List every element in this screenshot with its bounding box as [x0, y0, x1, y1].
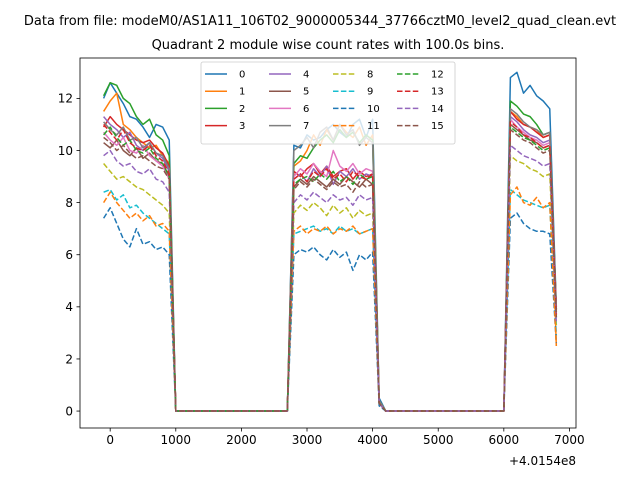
legend-item-6: 6	[269, 104, 309, 115]
y-tick-label: 2	[65, 352, 73, 366]
legend-label: 6	[303, 104, 309, 115]
legend-item-9: 9	[333, 87, 373, 98]
legend-item-12: 12	[397, 70, 444, 81]
x-tick-label: 3000	[292, 433, 323, 447]
y-tick-label: 0	[65, 404, 73, 418]
legend-label: 7	[303, 121, 309, 132]
x-tick-label: 0	[106, 433, 114, 447]
legend-label: 13	[431, 87, 444, 98]
legend-label: 3	[239, 121, 245, 132]
legend-item-2: 2	[205, 104, 245, 115]
x-axis-offset-label: +4.0154e8	[509, 454, 576, 468]
y-tick-label: 4	[65, 300, 73, 314]
legend-item-10: 10	[333, 104, 380, 115]
legend-label: 12	[431, 70, 444, 81]
x-tick-label: 5000	[423, 433, 454, 447]
legend-item-5: 5	[269, 87, 309, 98]
y-tick-label: 6	[65, 248, 73, 262]
legend-label: 1	[239, 87, 245, 98]
legend-item-8: 8	[333, 70, 373, 81]
x-tick-label: 6000	[489, 433, 520, 447]
legend-item-15: 15	[397, 121, 444, 132]
legend-box	[200, 61, 456, 145]
y-tick-label: 8	[65, 196, 73, 210]
legend-item-7: 7	[269, 121, 309, 132]
y-tick-label: 10	[58, 144, 73, 158]
legend-item-1: 1	[205, 87, 245, 98]
legend-item-14: 14	[397, 104, 444, 115]
x-tick-label: 1000	[161, 433, 192, 447]
legend-label: 10	[367, 104, 380, 115]
legend-label: 9	[367, 87, 373, 98]
y-tick-label: 12	[58, 92, 73, 106]
series-line-15	[103, 128, 558, 412]
x-tick-label: 7000	[554, 433, 585, 447]
axes-frame	[79, 57, 577, 429]
x-tick-label: 2000	[226, 433, 257, 447]
legend-item-13: 13	[397, 87, 444, 98]
legend-item-4: 4	[269, 70, 309, 81]
figure-suptitle: Data from file: modeM0/AS1A11_106T02_900…	[24, 14, 616, 29]
plot-area: 0 1000 2000 3000 4000 5000 6000 700002468101201…	[58, 57, 585, 447]
legend-label: 2	[239, 104, 245, 115]
legend-label: 4	[303, 70, 309, 81]
legend-item-11: 11	[333, 121, 380, 132]
legend-label: 14	[431, 104, 444, 115]
legend-label: 0	[239, 70, 245, 81]
legend-label: 11	[367, 121, 380, 132]
x-tick-label: 4000	[357, 433, 388, 447]
legend-item-3: 3	[205, 121, 245, 132]
legend-label: 8	[367, 70, 373, 81]
series-lines	[102, 71, 558, 412]
legend-item-0: 0	[205, 70, 245, 81]
legend-label: 15	[431, 121, 444, 132]
legend-label: 5	[303, 87, 309, 98]
chart-title: Quadrant 2 module wise count rates with …	[152, 38, 505, 53]
